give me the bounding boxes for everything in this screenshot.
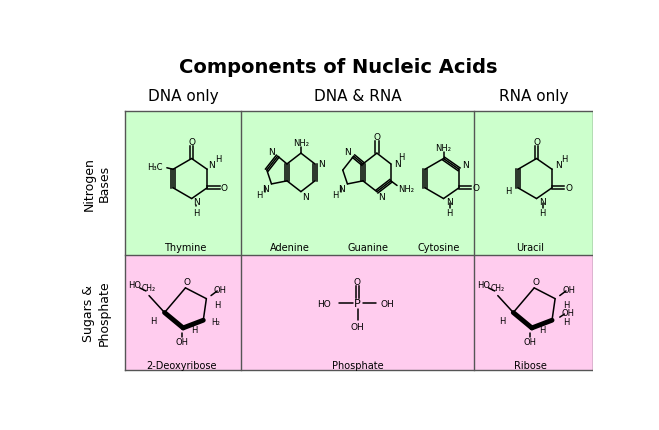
Text: OH: OH	[524, 338, 537, 347]
Text: O: O	[565, 184, 573, 193]
Text: OH: OH	[175, 338, 188, 347]
Text: NH₂: NH₂	[293, 138, 309, 147]
Text: H₂: H₂	[212, 317, 220, 326]
Text: H: H	[563, 317, 569, 326]
Text: H: H	[193, 209, 200, 218]
Text: H: H	[332, 191, 338, 200]
Text: N: N	[302, 192, 309, 201]
Text: N: N	[378, 192, 385, 201]
Text: O: O	[533, 138, 540, 147]
Text: H: H	[214, 301, 220, 310]
Text: Guanine: Guanine	[347, 243, 388, 252]
Text: N: N	[344, 148, 351, 157]
Text: N: N	[539, 198, 546, 207]
Text: Uracil: Uracil	[516, 243, 544, 252]
Text: RNA only: RNA only	[499, 89, 568, 104]
Text: P: P	[354, 298, 361, 309]
Text: O: O	[374, 132, 380, 141]
Text: O: O	[188, 138, 195, 147]
Text: NH₂: NH₂	[436, 144, 451, 153]
Text: OH: OH	[351, 322, 364, 331]
Text: N: N	[268, 148, 275, 157]
Text: OH: OH	[214, 285, 227, 294]
Text: N: N	[446, 198, 453, 207]
Text: DNA only: DNA only	[148, 89, 218, 104]
Text: N: N	[555, 161, 561, 170]
Text: 2-Deoxyribose: 2-Deoxyribose	[146, 360, 217, 370]
Text: H: H	[256, 191, 262, 200]
Text: Nitrogen
Bases: Nitrogen Bases	[82, 157, 110, 210]
Text: H: H	[500, 316, 505, 325]
Text: O: O	[532, 278, 539, 286]
Bar	[125, 111, 593, 255]
Text: Sugars &
Phosphate: Sugars & Phosphate	[82, 280, 110, 346]
Text: OH: OH	[561, 308, 574, 317]
Text: O: O	[354, 278, 361, 286]
Text: H: H	[540, 325, 546, 334]
Text: Cytosine: Cytosine	[418, 243, 460, 252]
Text: CH₂: CH₂	[142, 284, 156, 293]
Text: O: O	[183, 278, 190, 286]
Text: H: H	[191, 325, 197, 334]
Text: H: H	[561, 155, 567, 164]
Text: OH: OH	[563, 285, 575, 294]
Text: Phosphate: Phosphate	[331, 360, 384, 370]
Text: N: N	[393, 160, 401, 169]
Text: H₃C: H₃C	[147, 163, 162, 171]
Text: H: H	[215, 155, 221, 164]
Text: N: N	[208, 161, 215, 170]
Text: H: H	[540, 209, 546, 218]
Text: Adenine: Adenine	[270, 243, 310, 252]
Text: H: H	[447, 209, 453, 218]
Text: N: N	[318, 160, 324, 169]
Text: N: N	[338, 184, 345, 194]
Text: HO: HO	[318, 299, 331, 308]
Text: H: H	[563, 301, 569, 310]
Text: O: O	[473, 184, 480, 193]
Text: N: N	[462, 161, 469, 170]
Text: N: N	[262, 184, 269, 194]
Text: HO: HO	[477, 281, 490, 290]
Text: DNA & RNA: DNA & RNA	[314, 89, 401, 104]
Text: NH₂: NH₂	[398, 184, 415, 194]
Bar	[125, 255, 593, 370]
Text: HO: HO	[129, 281, 142, 290]
Text: Ribose: Ribose	[514, 360, 547, 370]
Text: H: H	[505, 187, 512, 196]
Text: H: H	[399, 152, 405, 161]
Text: Thymine: Thymine	[164, 243, 207, 252]
Text: H: H	[150, 316, 157, 325]
Text: OH: OH	[381, 299, 395, 308]
Text: N: N	[193, 198, 200, 207]
Text: Components of Nucleic Acids: Components of Nucleic Acids	[179, 58, 498, 77]
Text: CH₂: CH₂	[491, 284, 505, 293]
Text: O: O	[221, 184, 228, 193]
